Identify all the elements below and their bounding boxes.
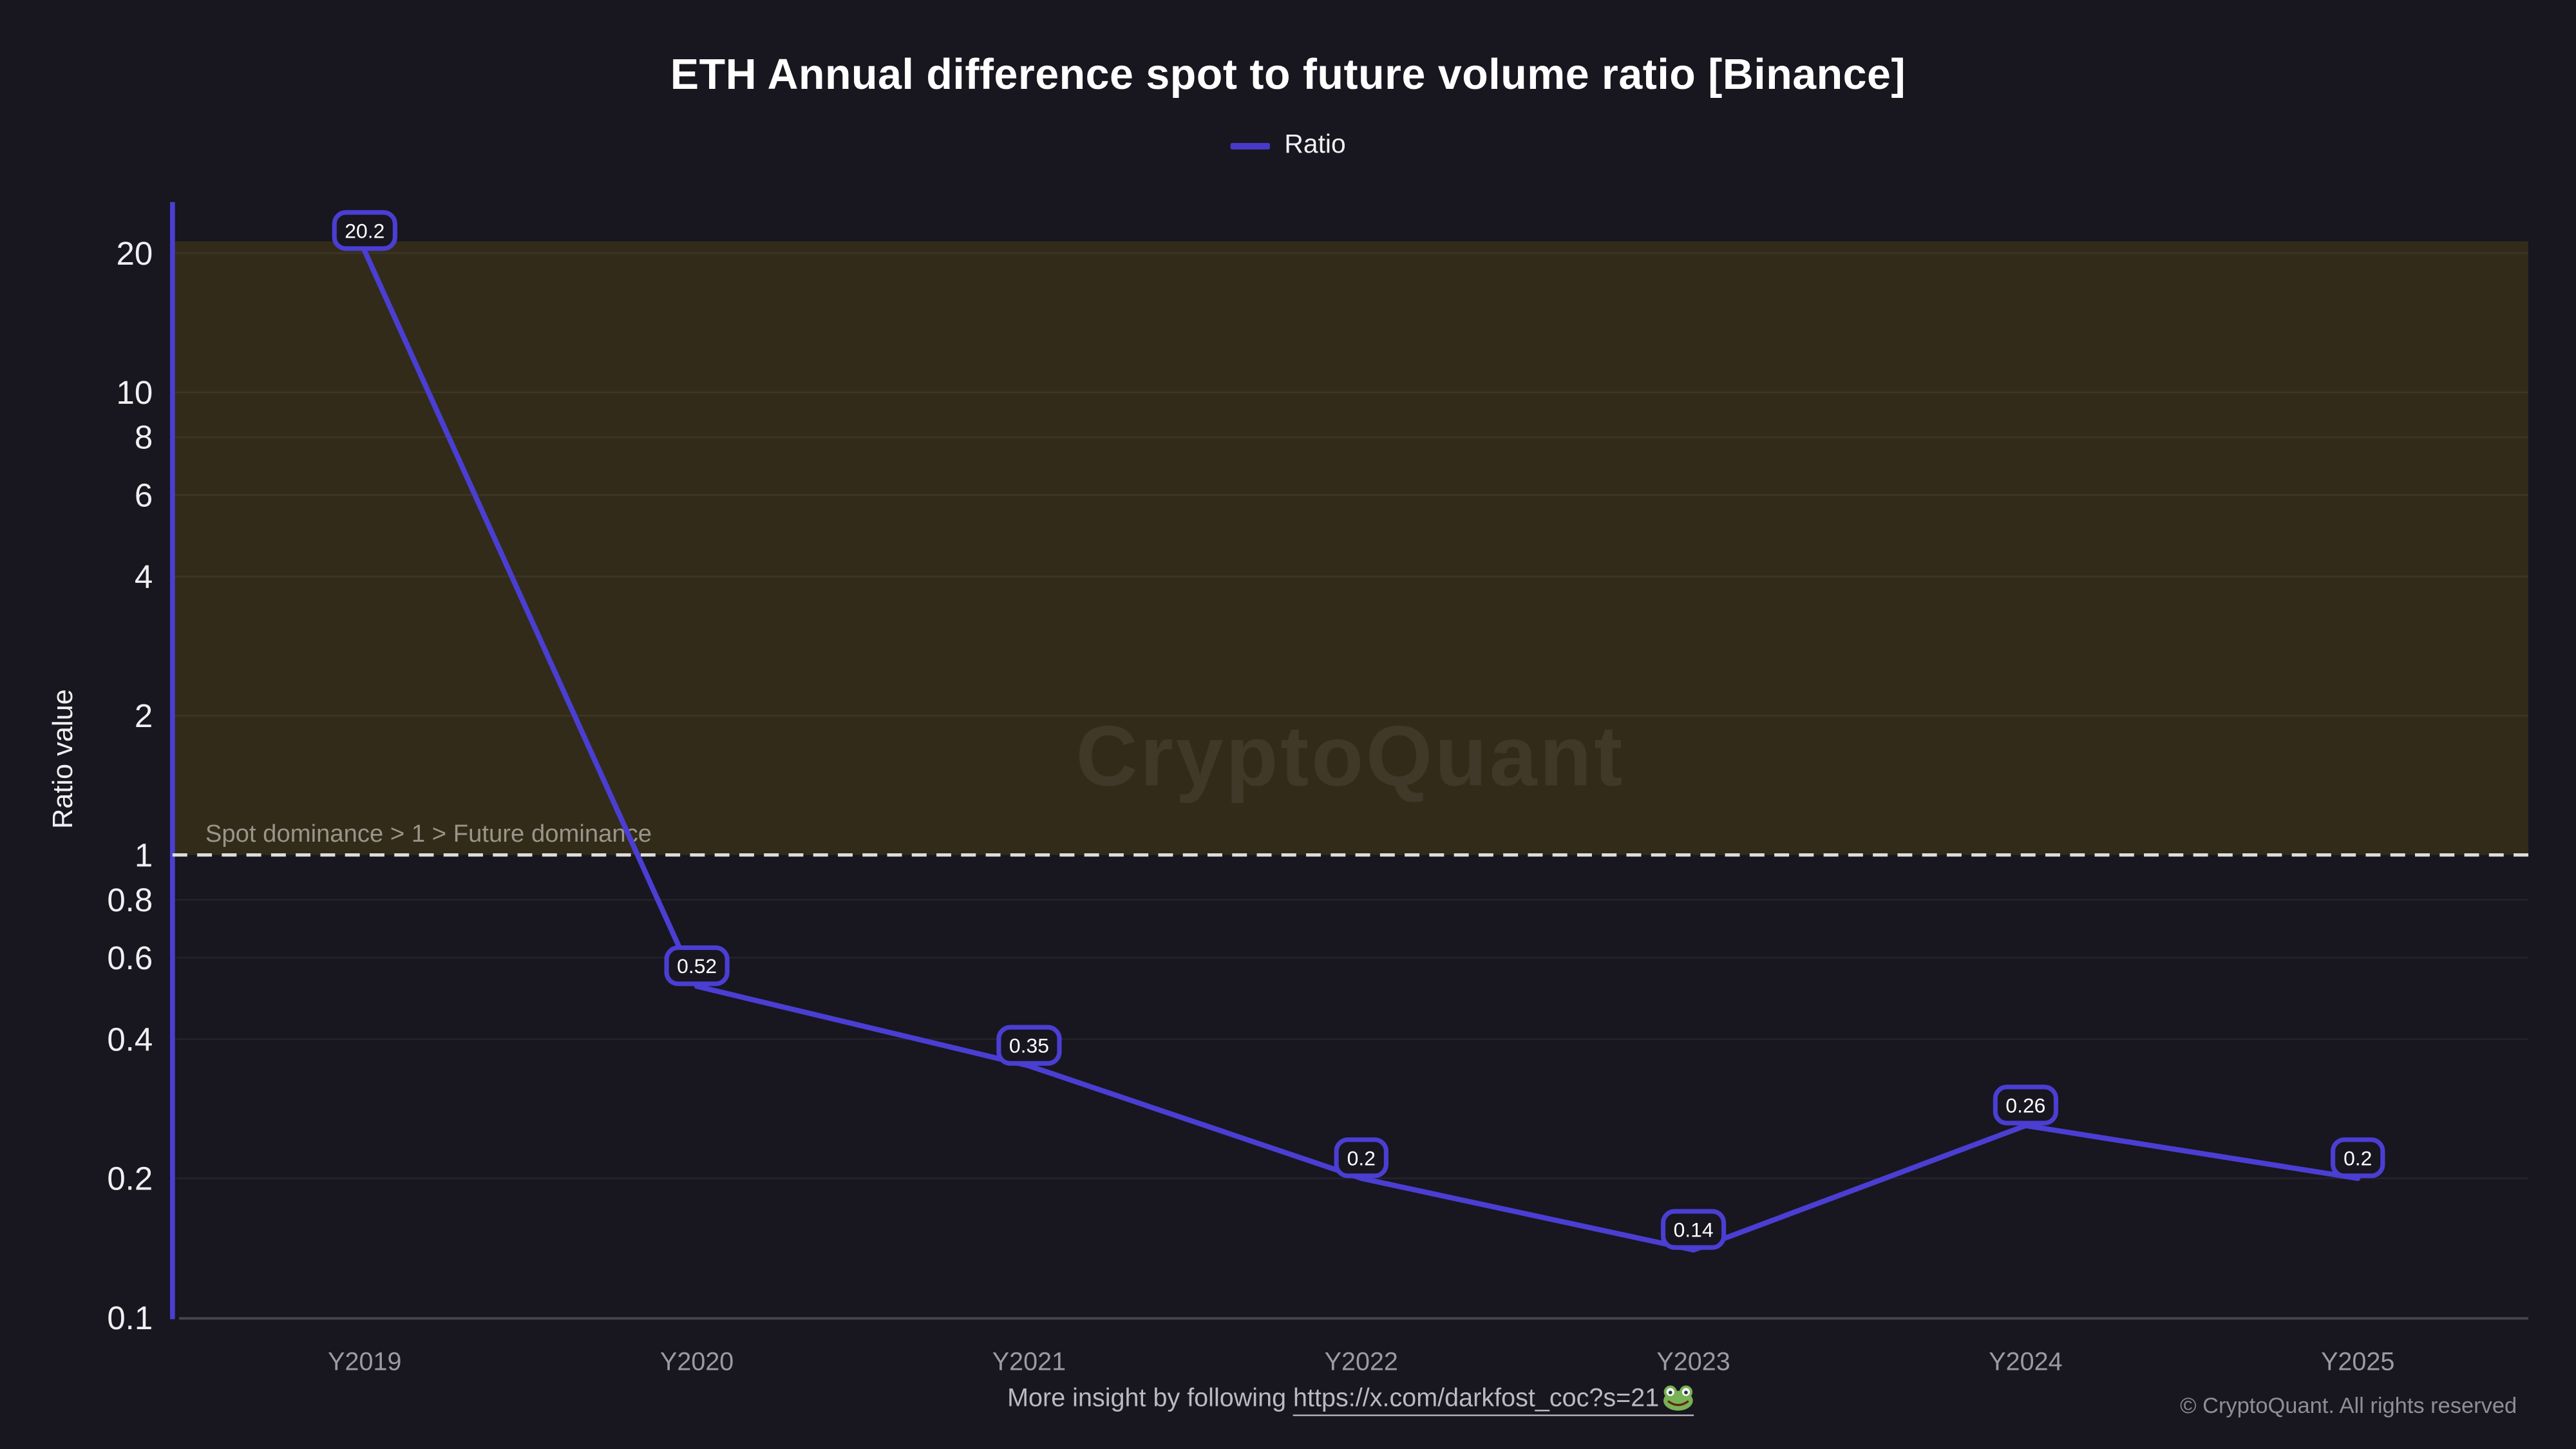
copyright-notice: © CryptoQuant. All rights reserved (2180, 1393, 2517, 1418)
footer-text: More insight by following (1007, 1385, 1294, 1413)
chart-title: ETH Annual difference spot to future vol… (670, 49, 1906, 99)
x-tick-label: Y2019 (328, 1348, 401, 1376)
legend-label: Ratio (1284, 131, 1346, 160)
y-tick-label: 1 (135, 837, 153, 873)
spot-dominance-band (172, 241, 2529, 855)
y-tick-label: 0.4 (107, 1021, 153, 1057)
x-tick-label: Y2021 (992, 1348, 1066, 1376)
point-label-box (996, 1025, 1062, 1066)
y-tick-label: 0.1 (107, 1300, 153, 1336)
point-label: 0.52 (677, 954, 717, 978)
x-tick-label: Y2020 (660, 1348, 734, 1376)
frog-face-icon (1663, 1385, 1693, 1411)
y-tick-label: 10 (116, 374, 153, 411)
x-tick-label: Y2025 (2321, 1348, 2394, 1376)
legend: Ratio (0, 131, 2576, 161)
point-label-box (2331, 1137, 2385, 1179)
y-tick-label: 2 (135, 697, 153, 734)
x-tick-label: Y2022 (1325, 1348, 1398, 1376)
y-tick-label: 6 (135, 477, 153, 513)
legend-line-swatch (1230, 143, 1270, 149)
y-tick-label: 4 (135, 558, 153, 595)
point-label: 20.2 (345, 219, 384, 242)
cryptoquant-watermark: CryptoQuant (1076, 708, 1625, 804)
point-label: 0.2 (2344, 1146, 2372, 1170)
y-tick-label: 0.2 (107, 1160, 153, 1197)
x-tick-label: Y2023 (1656, 1348, 1730, 1376)
point-label: 0.2 (1347, 1146, 1376, 1170)
y-tick-label: 0.6 (107, 940, 153, 976)
footer-note: More insight by following https://x.com/… (173, 1385, 2528, 1416)
point-label-box (1334, 1137, 1388, 1179)
threshold-annotation: Spot dominance > 1 > Future dominance (205, 820, 652, 848)
point-label-box (1660, 1209, 1727, 1250)
point-label: 0.14 (1674, 1218, 1714, 1242)
footer-link-text: https://x.com/darkfost_coc?s=21 (1293, 1385, 1660, 1413)
x-tick-label: Y2024 (1989, 1348, 2062, 1376)
ratio-line (362, 248, 2361, 1253)
point-label-box (1993, 1084, 2059, 1126)
y-tick-label: 8 (135, 419, 153, 456)
point-label-box (664, 945, 730, 987)
y-tick-label: 20 (116, 235, 153, 272)
point-label: 0.35 (1009, 1034, 1049, 1057)
footer-link[interactable]: https://x.com/darkfost_coc?s=21 (1293, 1385, 1694, 1416)
y-tick-label: 0.8 (107, 882, 153, 918)
point-label-box (332, 210, 397, 251)
y-axis-title: Ratio value (48, 689, 79, 829)
point-label: 0.26 (2005, 1094, 2045, 1117)
